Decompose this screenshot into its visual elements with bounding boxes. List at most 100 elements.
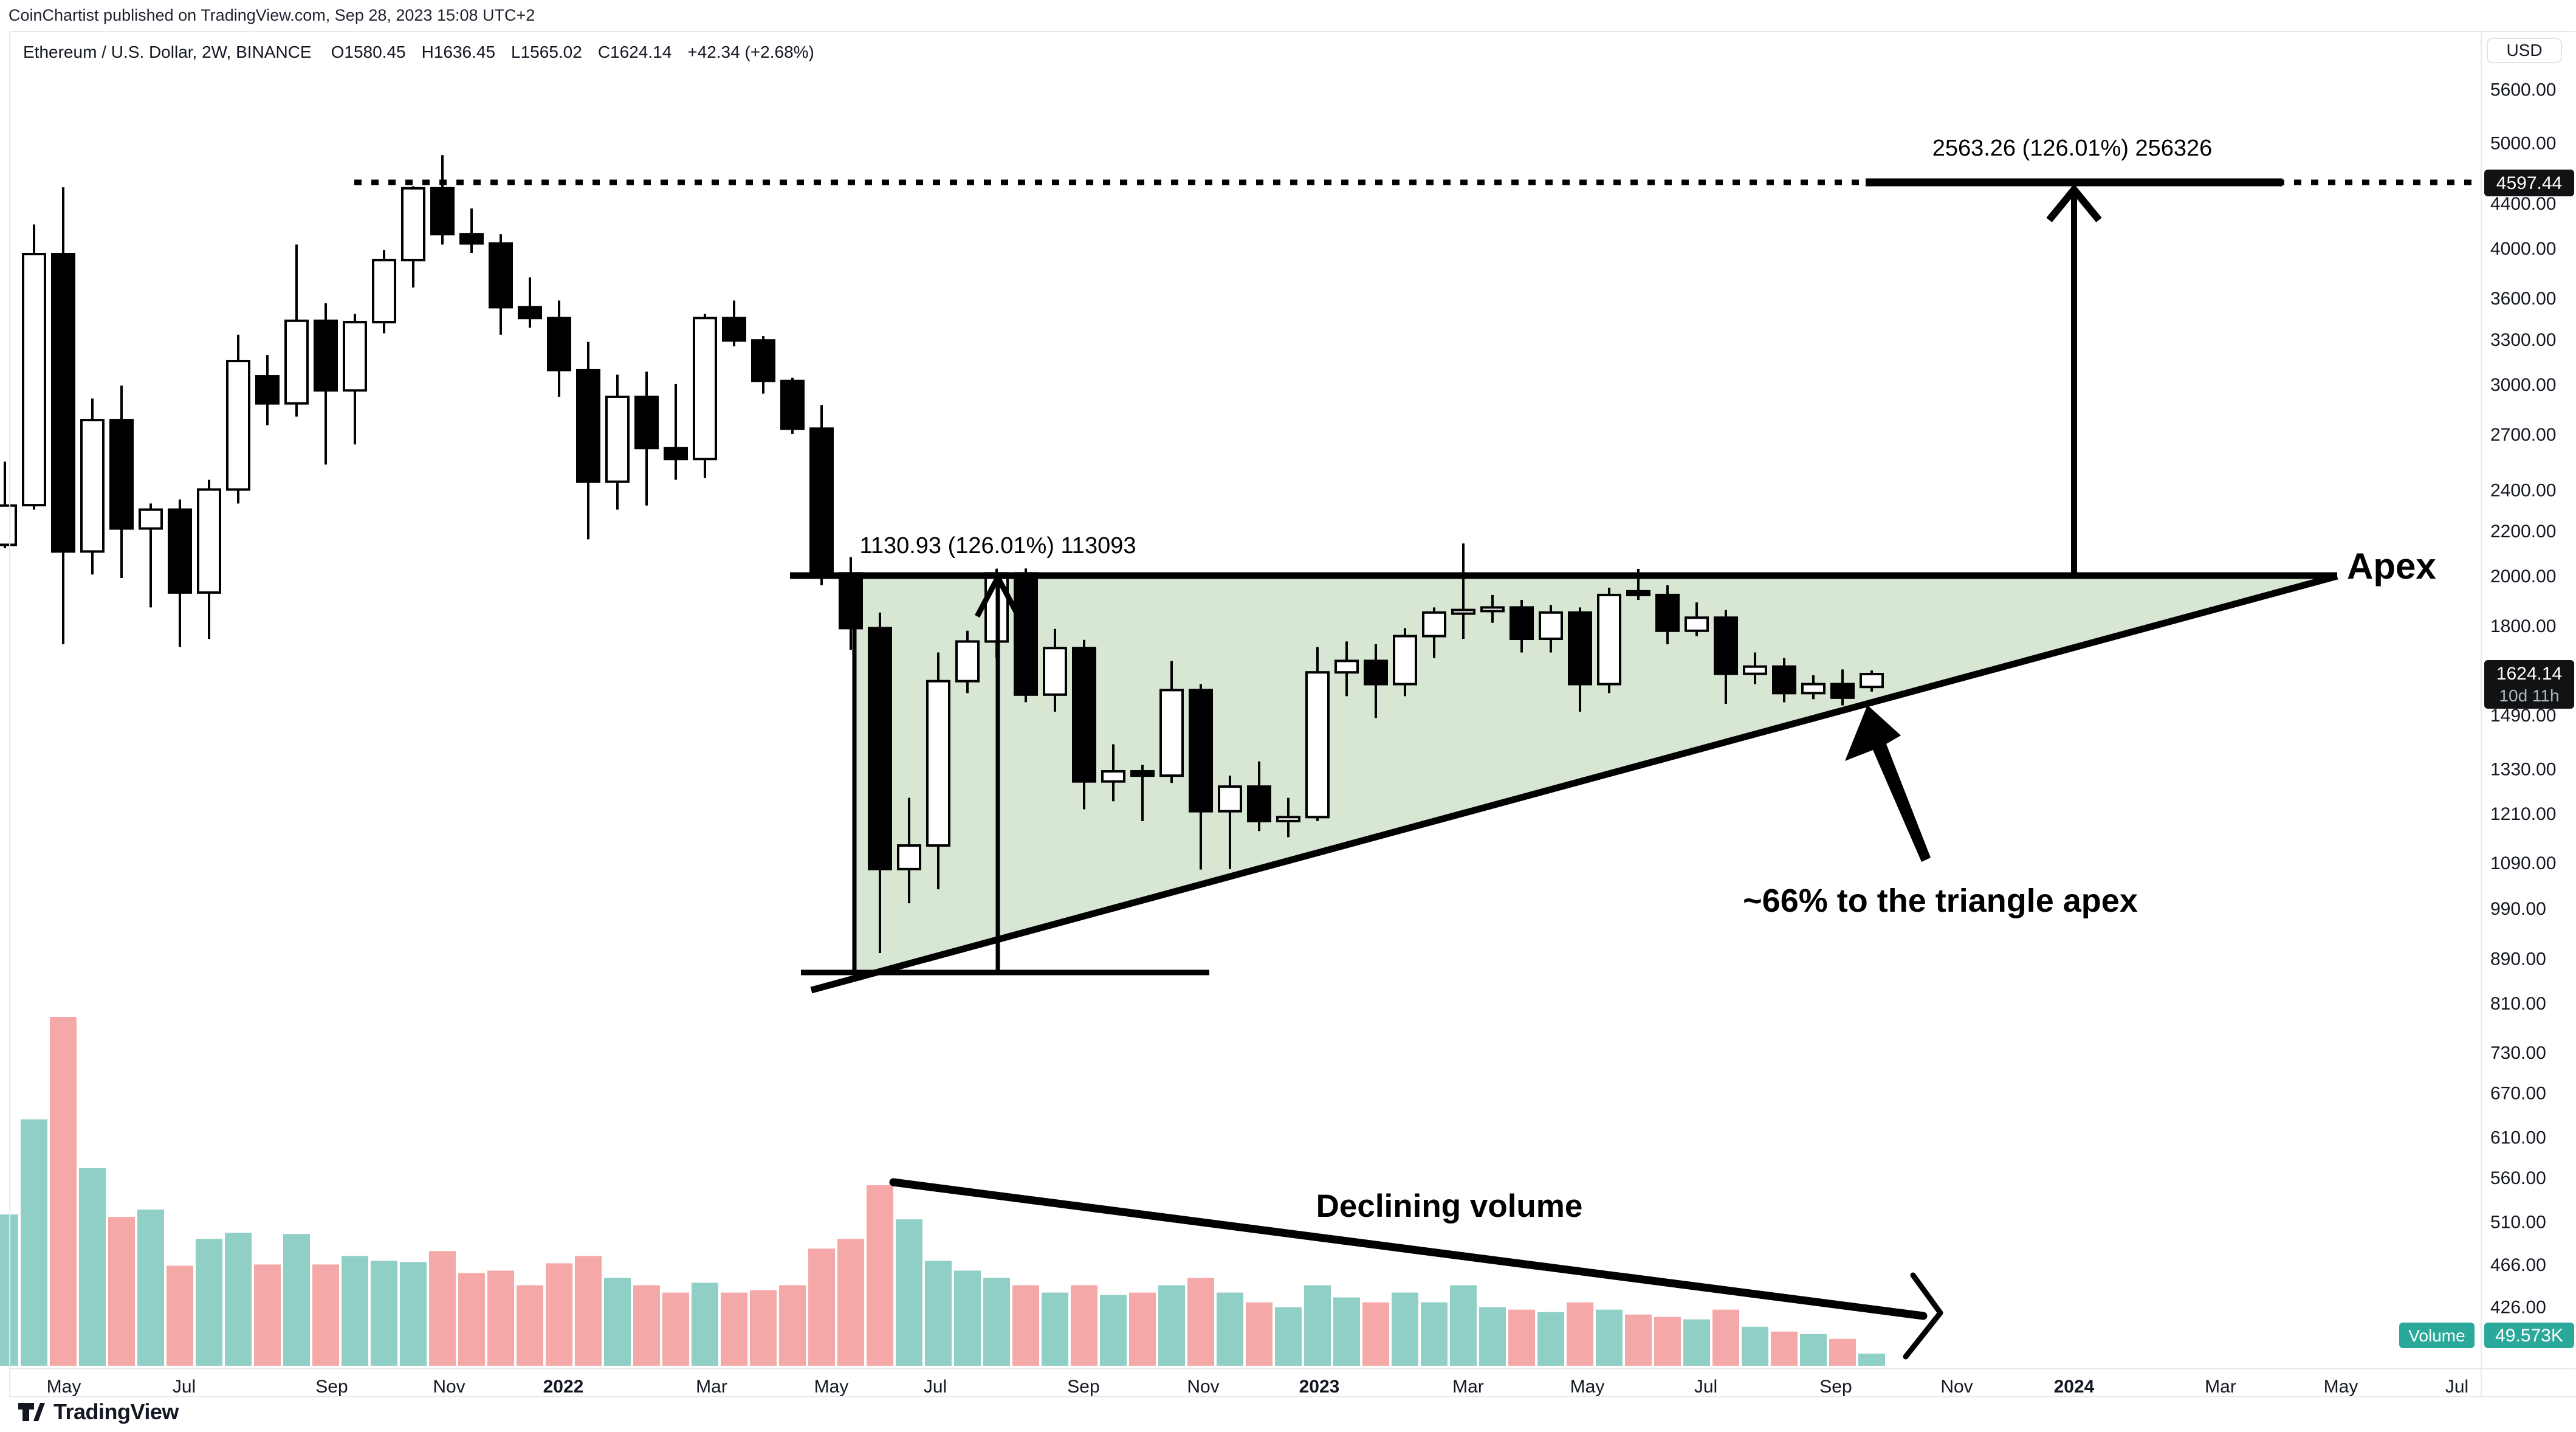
candle-up [1860, 673, 1884, 689]
volume-bar [1129, 1292, 1156, 1366]
price-tick-label: 890.00 [2490, 949, 2546, 969]
volume-bar [1712, 1309, 1739, 1366]
volume-bar [604, 1278, 631, 1366]
volume-value-badge [2484, 1323, 2574, 1348]
volume-bar [983, 1278, 1010, 1366]
candle-up [1218, 785, 1242, 813]
candle-up [897, 844, 921, 870]
candle-up [1334, 659, 1359, 674]
volume-bar [1829, 1338, 1856, 1366]
price-tick-label: 1490.00 [2490, 706, 2556, 726]
volume-bar [633, 1285, 660, 1366]
candle-down [430, 187, 455, 236]
volume-bar [50, 1016, 77, 1366]
ohlc-low: L1565.02 [511, 43, 582, 61]
apex-label: Apex [2347, 546, 2436, 587]
candle-down [1014, 572, 1038, 696]
candle-down [809, 427, 834, 575]
price-tick-label: 5000.00 [2490, 134, 2556, 154]
candle-down [1655, 593, 1680, 632]
volume-bar [1362, 1302, 1389, 1366]
price-tick-label: 610.00 [2490, 1127, 2546, 1148]
declining-volume-label: Declining volume [1316, 1188, 1583, 1224]
volume-bar [546, 1263, 572, 1366]
price-tick-label: 1090.00 [2490, 853, 2556, 873]
candle-up [80, 419, 105, 553]
volume-bar [1742, 1326, 1768, 1366]
price-tick-label: 2000.00 [2490, 566, 2556, 587]
price-tick-label: 730.00 [2490, 1043, 2546, 1063]
candle-down [314, 319, 338, 392]
declining-volume-arrow-head [1903, 1272, 1943, 1360]
candlestick-series [0, 155, 1884, 953]
candle-up [0, 504, 17, 546]
candle-down [489, 242, 513, 309]
candle-down [780, 379, 805, 430]
candle-down [1568, 611, 1592, 686]
volume-bar [1625, 1314, 1652, 1366]
symbol-title[interactable]: Ethereum / U.S. Dollar, 2W, BINANCE [23, 43, 312, 61]
volume-bar [342, 1256, 368, 1366]
time-tick-label: Sep [1067, 1377, 1099, 1397]
volume-bar [1217, 1292, 1243, 1366]
volume-bar [137, 1210, 164, 1366]
candle-down [1072, 647, 1096, 783]
volume-bar [750, 1290, 777, 1366]
candle-down [168, 508, 192, 594]
volume-bar [429, 1251, 456, 1366]
ohlc-change: +42.34 (+2.68%) [687, 43, 814, 61]
candle-down [518, 306, 542, 320]
price-tick-label: 1210.00 [2490, 804, 2556, 824]
tradingview-logo[interactable]: TradingView [17, 1398, 179, 1426]
candle-up [1305, 671, 1330, 819]
volume-bar [779, 1285, 806, 1366]
volume-bar [283, 1234, 310, 1366]
volume-bar [1771, 1331, 1798, 1366]
volume-bar [196, 1239, 222, 1366]
volume-bar [896, 1219, 922, 1366]
volume-bar [167, 1265, 193, 1366]
candle-up [1159, 689, 1184, 777]
candle-down [1130, 770, 1155, 777]
candle-down [459, 233, 484, 245]
volume-bar [1537, 1312, 1564, 1366]
volume-bar [1275, 1307, 1302, 1366]
time-tick-label: Sep [315, 1377, 348, 1397]
time-tick-label: Sep [1819, 1377, 1852, 1397]
candle-down [255, 375, 280, 405]
volume-bar [1042, 1292, 1068, 1366]
volume-bar [21, 1119, 47, 1366]
volume-bar [1012, 1285, 1039, 1366]
declining-volume-trendline[interactable] [889, 1178, 1928, 1320]
candle-up [1480, 606, 1505, 613]
price-tick-label: 5600.00 [2490, 80, 2556, 100]
candle-down [664, 447, 688, 461]
price-tick-label: 1330.00 [2490, 759, 2556, 779]
volume-bar [1392, 1292, 1418, 1366]
candle-up [1685, 616, 1709, 632]
volume-bar [867, 1185, 893, 1366]
price-axis[interactable]: 5600.00 5000.00 4400.00 4000.00 3600.00 3300.… [2484, 80, 2574, 1348]
time-tick-label: Mar [696, 1377, 727, 1397]
time-axis[interactable]: May Jul Sep Nov 2022 Mar May Jul Sep Nov 2023 Mar Ma… [47, 1377, 2469, 1397]
volume-bar [925, 1261, 952, 1366]
last-price-text: 1624.14 [2496, 664, 2562, 684]
price-tick-label: 466.00 [2490, 1255, 2546, 1275]
candle-up [284, 319, 309, 405]
candle-up [1539, 611, 1563, 640]
candle-down [109, 419, 134, 530]
time-tick-label: May [814, 1377, 849, 1397]
currency-toggle-button[interactable]: USD [2487, 38, 2562, 63]
lower-measure-label: 1130.93 (126.01%) 113093 [860, 533, 1136, 559]
volume-bar [1071, 1285, 1097, 1366]
time-tick-label: Jul [2445, 1377, 2468, 1397]
time-tick-label: May [47, 1377, 81, 1397]
volume-bar [954, 1270, 981, 1366]
volume-label-text: Volume [2408, 1326, 2465, 1345]
upper-measure-label: 2563.26 (126.01%) 256326 [1932, 136, 2213, 161]
candle-up [401, 187, 425, 261]
ascending-trendline[interactable] [810, 573, 2338, 994]
candle-down [1626, 590, 1650, 596]
attribution-text: CoinChartist published on TradingView.co… [9, 6, 535, 24]
